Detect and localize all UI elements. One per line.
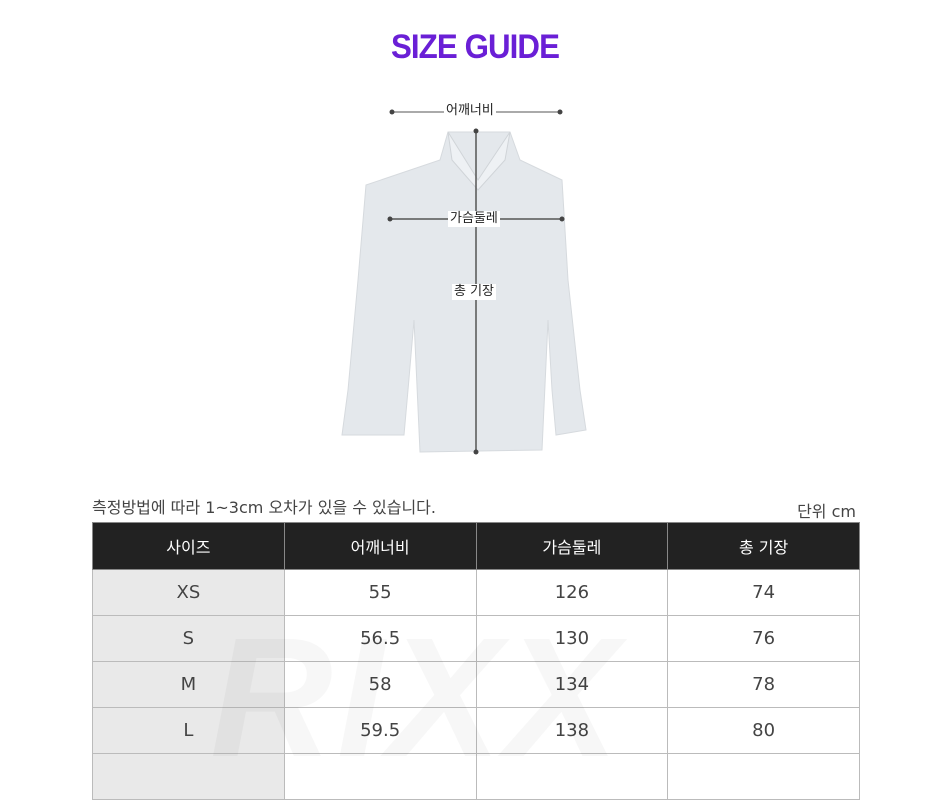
size-cell: M: [92, 661, 285, 708]
header-size: 사이즈: [92, 522, 285, 570]
header-chest: 가슴둘레: [475, 522, 669, 570]
size-cell: XS: [92, 569, 285, 616]
shoulder-width-label: 어깨너비: [444, 103, 496, 119]
chest-cell: 134: [475, 661, 669, 708]
measurement-note: 측정방법에 따라 1~3cm 오차가 있을 수 있습니다.: [92, 498, 436, 517]
table-row: M 58 134 78: [92, 661, 860, 708]
size-cell: L: [92, 707, 285, 754]
shirt-illustration: [341, 109, 587, 455]
header-length: 총 기장: [667, 522, 860, 570]
table-row: S 56.5 130 76: [92, 615, 860, 662]
shoulder-cell: 58: [283, 661, 477, 708]
length-cell: 74: [667, 569, 860, 616]
table-header-row: 사이즈 어깨너비 가슴둘레 총 기장: [92, 522, 860, 570]
unit-label: 단위 cm: [797, 502, 856, 521]
length-cell: 80: [667, 707, 860, 754]
chest-cell: 138: [475, 707, 669, 754]
page-title: SIZE GUIDE: [390, 28, 560, 66]
table-row: L 59.5 138 80: [92, 707, 860, 754]
shoulder-cell: [283, 753, 477, 800]
size-cell: [92, 753, 285, 800]
header-shoulder: 어깨너비: [283, 522, 477, 570]
chest-cell: [475, 753, 669, 800]
shoulder-cell: 59.5: [283, 707, 477, 754]
chest-cell: 130: [475, 615, 669, 662]
table-row: XS 55 126 74: [92, 569, 860, 616]
shirt-diagram: 어깨너비 가슴둘레 총 기장: [330, 90, 630, 460]
table-row: [92, 753, 860, 800]
shoulder-cell: 55: [283, 569, 477, 616]
total-length-label: 총 기장: [452, 284, 497, 300]
chest-cell: 126: [475, 569, 669, 616]
size-table: 사이즈 어깨너비 가슴둘레 총 기장 XS 55 126 74 S 56.5 130 76 M 5…: [92, 522, 860, 800]
length-cell: [667, 753, 860, 800]
size-cell: S: [92, 615, 285, 662]
length-cell: 78: [667, 661, 860, 708]
chest-label: 가슴둘레: [448, 211, 500, 227]
length-cell: 76: [667, 615, 860, 662]
shoulder-cell: 56.5: [283, 615, 477, 662]
